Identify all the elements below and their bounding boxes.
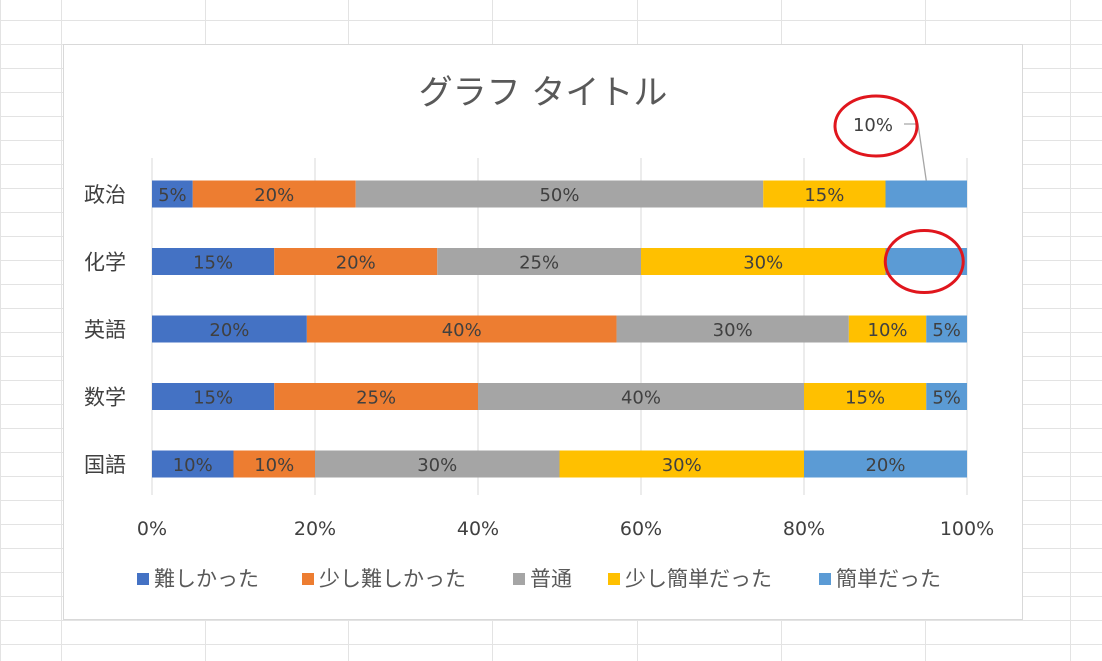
- data-label: 30%: [417, 455, 457, 476]
- data-label: 50%: [539, 185, 579, 206]
- callout-highlight-circle: [833, 94, 919, 158]
- legend-label: 難しかった: [154, 567, 259, 591]
- bar-segment[interactable]: [478, 383, 804, 410]
- category-label: 国語: [84, 453, 126, 477]
- data-labels: 5% 20% 50% 15% 15% 20% 25% 30% 20% 40% 30% 10% 5% 15%…: [158, 185, 961, 476]
- bar-segment[interactable]: [233, 450, 316, 478]
- bar-segment[interactable]: [885, 180, 968, 208]
- bars: [152, 180, 968, 478]
- legend-label: 簡単だった: [836, 567, 941, 591]
- data-label: 25%: [519, 253, 559, 274]
- data-label: 10%: [173, 455, 213, 476]
- bar-segment[interactable]: [641, 248, 886, 275]
- category-label: 政治: [84, 183, 126, 207]
- callout-label: 10%: [853, 115, 893, 136]
- bar-segment[interactable]: [274, 383, 478, 410]
- bar-segment[interactable]: [804, 383, 927, 410]
- bar-segment[interactable]: [152, 315, 307, 343]
- legend-label: 少し簡単だった: [625, 567, 772, 591]
- tick-label: 80%: [783, 518, 825, 540]
- legend-label: 少し難しかった: [319, 567, 466, 591]
- bar-segment[interactable]: [848, 315, 927, 343]
- data-label: 20%: [336, 253, 376, 274]
- value-axis: 0% 20% 40% 60% 80% 100%: [137, 518, 994, 540]
- tick-label: 40%: [457, 518, 499, 540]
- data-label: 20%: [209, 320, 249, 341]
- bar-segment[interactable]: [926, 383, 967, 410]
- bar-segment[interactable]: [152, 180, 193, 208]
- bar-segment[interactable]: [763, 180, 886, 208]
- data-label: 10%: [254, 455, 294, 476]
- legend-swatch: [819, 573, 831, 585]
- bar-segment[interactable]: [152, 248, 275, 275]
- data-label: 15%: [193, 388, 233, 409]
- category-label: 化学: [84, 251, 126, 275]
- bar-segment[interactable]: [437, 248, 641, 275]
- legend-swatch: [302, 573, 314, 585]
- bar-segment[interactable]: [559, 450, 805, 478]
- legend-label: 普通: [530, 567, 572, 591]
- data-label: 40%: [442, 320, 482, 341]
- legend-swatch: [513, 573, 525, 585]
- data-label: 30%: [713, 320, 753, 341]
- tick-label: 20%: [294, 518, 336, 540]
- bar-segment[interactable]: [355, 180, 764, 208]
- segment-highlight-circle: [883, 229, 965, 294]
- bar-segment[interactable]: [192, 180, 356, 208]
- bar-segment[interactable]: [274, 248, 438, 275]
- tick-label: 0%: [137, 518, 167, 540]
- bar-segment[interactable]: [926, 315, 967, 343]
- legend: 難しかった 少し難しかった 普通 少し簡単だった 簡単だった: [137, 567, 941, 591]
- data-label: 15%: [804, 185, 844, 206]
- chart-title[interactable]: グラフ タイトル: [419, 73, 668, 113]
- bar-segment[interactable]: [616, 315, 849, 343]
- data-label: 25%: [356, 388, 396, 409]
- data-label: 5%: [158, 185, 187, 206]
- data-label: 5%: [932, 320, 961, 341]
- callout: 10%: [833, 94, 965, 294]
- bar-segment[interactable]: [804, 450, 967, 478]
- data-label: 40%: [621, 388, 661, 409]
- tick-label: 60%: [620, 518, 662, 540]
- bar-segment[interactable]: [306, 315, 617, 343]
- bar-segment[interactable]: [152, 383, 275, 410]
- data-label: 10%: [868, 320, 908, 341]
- data-label: 15%: [845, 388, 885, 409]
- bar-segment[interactable]: [152, 450, 234, 478]
- data-label: 15%: [193, 253, 233, 274]
- bar-segment[interactable]: [885, 248, 968, 275]
- category-label: 英語: [84, 318, 126, 342]
- category-label: 数学: [84, 386, 126, 410]
- data-label: 20%: [254, 185, 294, 206]
- data-label: 30%: [743, 253, 783, 274]
- tick-label: 100%: [940, 518, 994, 540]
- bar-segment[interactable]: [315, 450, 560, 478]
- data-label: 30%: [662, 455, 702, 476]
- legend-swatch: [137, 573, 149, 585]
- data-label: 20%: [865, 455, 905, 476]
- data-label: 5%: [932, 388, 961, 409]
- legend-swatch: [608, 573, 620, 585]
